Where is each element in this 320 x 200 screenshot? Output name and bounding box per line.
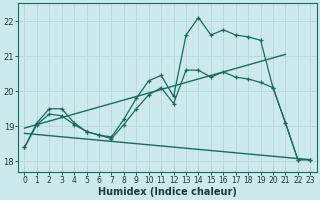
- X-axis label: Humidex (Indice chaleur): Humidex (Indice chaleur): [98, 187, 237, 197]
